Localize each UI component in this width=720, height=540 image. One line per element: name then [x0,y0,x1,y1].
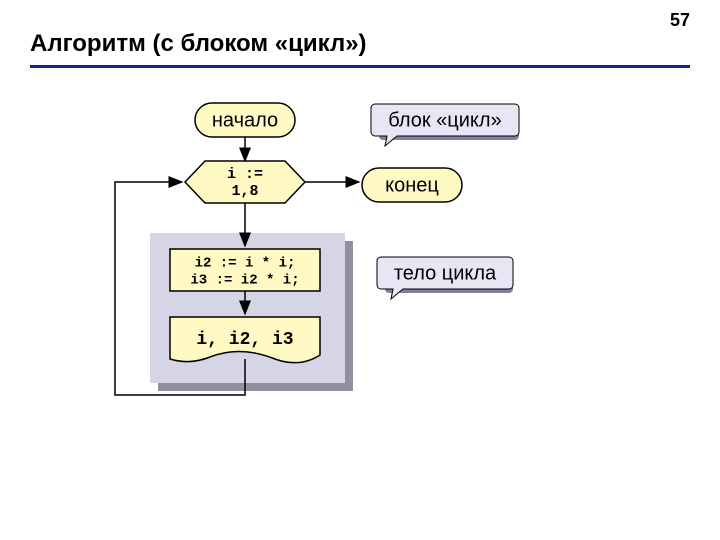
node-loop-line1: i := [227,166,263,183]
node-start-label: начало [212,109,278,131]
callout-block-text: блок «цикл» [388,109,501,131]
node-loop-line2: 1,8 [231,183,258,200]
title-divider [30,65,690,68]
flowchart-canvas: начало i := 1,8 конец i2 := i * i; i3 :=… [0,85,720,525]
callout-body-text: тело цикла [394,262,497,284]
node-process-line2: i3 := i2 * i; [190,273,299,289]
node-output-label: i, i2, i3 [196,330,293,350]
page-number: 57 [670,10,690,31]
node-process-line1: i2 := i * i; [195,256,296,272]
page-title: Алгоритм (с блоком «цикл») [30,30,367,58]
node-end-label: конец [385,174,439,196]
